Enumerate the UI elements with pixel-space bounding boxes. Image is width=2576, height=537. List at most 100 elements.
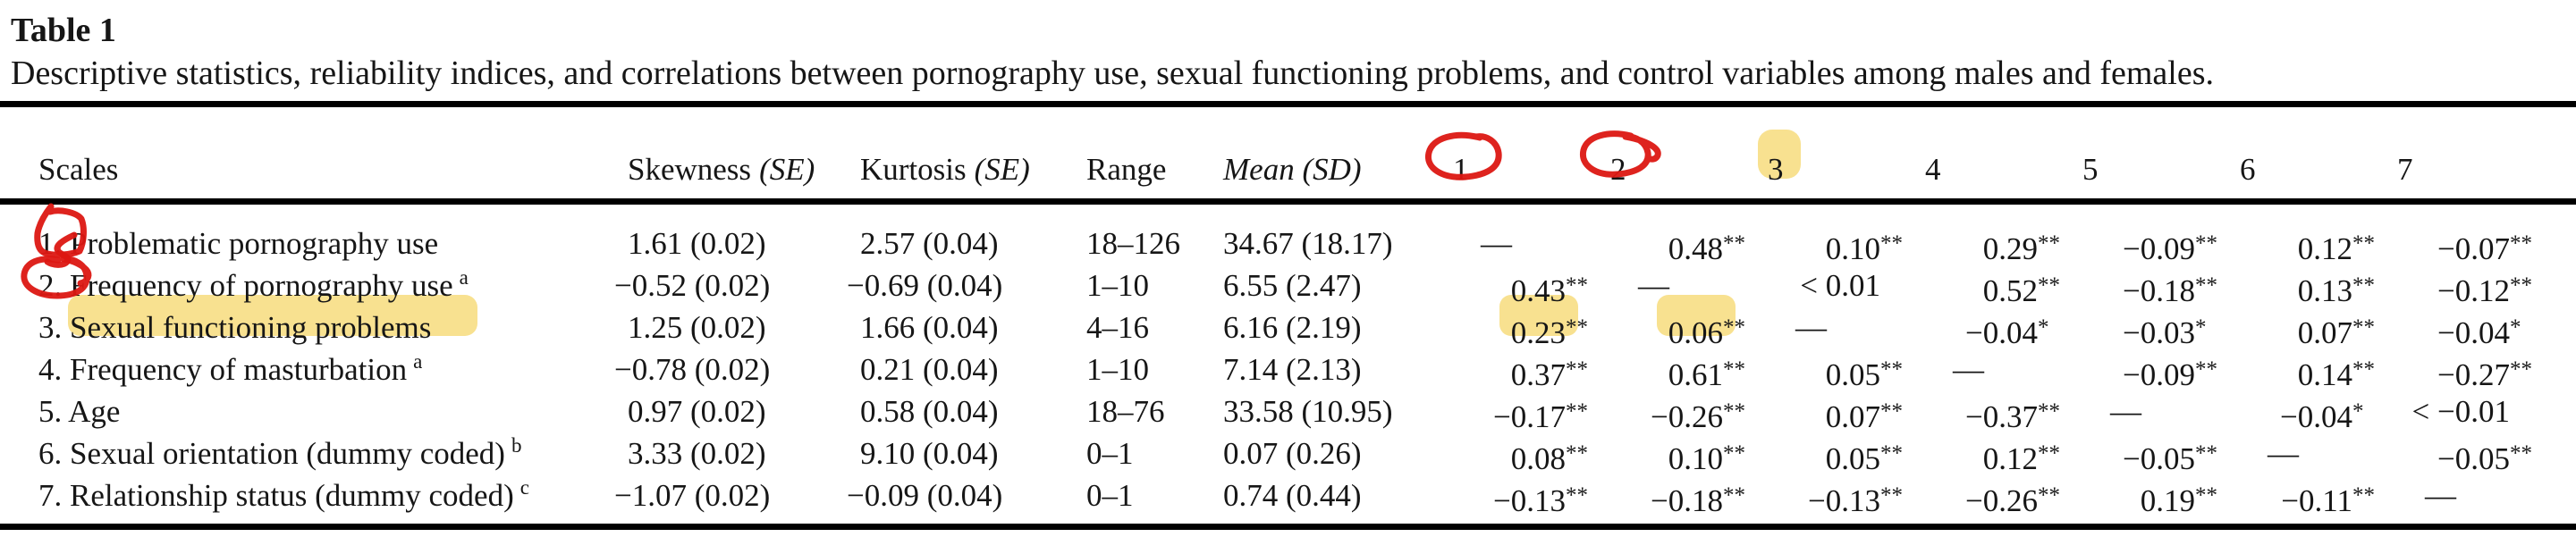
- footnote-marker: a: [459, 266, 469, 289]
- significance-stars: **: [2038, 483, 2060, 508]
- significance-stars: **: [2195, 273, 2217, 298]
- significance-stars: **: [2038, 441, 2060, 466]
- significance-stars: **: [2510, 441, 2532, 466]
- significance-stars: **: [1723, 399, 1745, 424]
- correlation-4: 0.52**: [1889, 264, 2060, 312]
- significance-stars: **: [1880, 399, 1903, 424]
- significance-stars: **: [1566, 483, 1588, 508]
- significance-stars: *: [2038, 315, 2049, 340]
- table-row: 6. Sexual orientation (dummy coded) b 3.3…: [0, 432, 2576, 476]
- significance-stars: **: [2510, 273, 2532, 298]
- table-row: 4. Frequency of masturbation a −0.78 (0.0…: [0, 348, 2576, 392]
- mean-sd-value: 7.14 (2.13): [1223, 352, 1362, 387]
- header-range: Range: [1086, 152, 1167, 187]
- significance-stars: **: [2352, 357, 2375, 382]
- significance-stars: **: [1723, 441, 1745, 466]
- correlation-6: 0.13**: [2204, 264, 2375, 312]
- correlation-5: −0.18**: [2047, 264, 2217, 312]
- mean-sd-value: 34.67 (18.17): [1223, 226, 1393, 261]
- table-title: Table 1: [11, 12, 116, 49]
- significance-stars: **: [2195, 357, 2217, 382]
- correlation-7: −0.05**: [2361, 432, 2532, 480]
- kurtosis-value: 0.21 (0.04): [860, 352, 999, 387]
- range-value: 1–10: [1086, 268, 1149, 303]
- mean-sd-value: 6.16 (2.19): [1223, 310, 1362, 345]
- significance-stars: **: [2352, 273, 2375, 298]
- scale-label: 3. Sexual functioning problems: [38, 310, 432, 345]
- correlation-2: −0.26**: [1575, 390, 1745, 438]
- mean-sd-value: 0.74 (0.44): [1223, 478, 1362, 513]
- table-subtitle: Descriptive statistics, reliability indi…: [11, 55, 2215, 92]
- header-corr-7: 7: [2397, 152, 2413, 187]
- range-value: 4–16: [1086, 310, 1149, 345]
- kurtosis-value: 9.10 (0.04): [860, 436, 999, 471]
- significance-stars: **: [1723, 483, 1745, 508]
- statistics-table: Scales Skewness (SE) Kurtosis (SE) Range M…: [0, 101, 2576, 530]
- correlation-6: −0.11**: [2204, 474, 2375, 522]
- correlation-2: 0.10**: [1575, 432, 1745, 480]
- table-row: 7. Relationship status (dummy coded) c −1…: [0, 474, 2576, 518]
- correlation-5: —: [2110, 394, 2141, 429]
- significance-stars: **: [1880, 357, 1903, 382]
- significance-stars: **: [1723, 357, 1745, 382]
- correlation-7: —: [2425, 478, 2456, 513]
- correlation-4: 0.29**: [1889, 222, 2060, 270]
- kurtosis-value: −0.69 (0.04): [847, 268, 1003, 303]
- correlation-3: 0.05**: [1732, 348, 1903, 396]
- mean-sd-value: 33.58 (10.95): [1223, 394, 1393, 429]
- skewness-value: −0.52 (0.02): [614, 268, 771, 303]
- significance-stars: **: [2038, 273, 2060, 298]
- scale-label: 2. Frequency of pornography use a: [38, 266, 469, 303]
- header-mean-sd: Mean (SD): [1223, 152, 1362, 187]
- correlation-6: −0.04*: [2204, 390, 2364, 438]
- correlation-7: < −0.01: [2411, 394, 2510, 429]
- correlation-1: 0.08**: [1417, 432, 1588, 480]
- correlation-7: −0.07**: [2361, 222, 2532, 270]
- scale-label: 7. Relationship status (dummy coded) c: [38, 476, 529, 513]
- kurtosis-value: −0.09 (0.04): [847, 478, 1003, 513]
- header-skewness: Skewness (SE): [628, 152, 815, 187]
- significance-stars: **: [1723, 231, 1745, 256]
- correlation-3: 0.07**: [1732, 390, 1903, 438]
- header-kurtosis: Kurtosis (SE): [860, 152, 1030, 187]
- correlation-2: −0.18**: [1575, 474, 1745, 522]
- table-header-row: Scales Skewness (SE) Kurtosis (SE) Range M…: [0, 107, 2576, 205]
- scale-label: 4. Frequency of masturbation a: [38, 350, 423, 387]
- significance-stars: **: [2352, 483, 2375, 508]
- significance-stars: **: [2195, 441, 2217, 466]
- skewness-value: 0.97 (0.02): [628, 394, 766, 429]
- header-corr-1: 1: [1453, 152, 1469, 187]
- correlation-2: 0.06**: [1575, 306, 1745, 354]
- significance-stars: *: [2352, 399, 2364, 424]
- skewness-value: −1.07 (0.02): [614, 478, 771, 513]
- footnote-marker: a: [413, 350, 423, 373]
- header-corr-5: 5: [2082, 152, 2099, 187]
- correlation-4: —: [1953, 352, 1984, 387]
- significance-stars: **: [2195, 231, 2217, 256]
- range-value: 18–76: [1086, 394, 1165, 429]
- correlation-1: 0.37**: [1417, 348, 1588, 396]
- header-corr-3: 3: [1768, 152, 1784, 187]
- significance-stars: *: [2510, 315, 2521, 340]
- significance-stars: **: [2195, 483, 2217, 508]
- skewness-value: 1.61 (0.02): [628, 226, 766, 261]
- significance-stars: **: [2510, 231, 2532, 256]
- correlation-5: −0.03*: [2047, 306, 2207, 354]
- correlation-2: —: [1638, 268, 1669, 303]
- correlation-1: −0.17**: [1417, 390, 1588, 438]
- correlation-7: −0.27**: [2361, 348, 2532, 396]
- correlation-3: 0.10**: [1732, 222, 1903, 270]
- correlation-3: < 0.01: [1800, 268, 1880, 303]
- skewness-value: 1.25 (0.02): [628, 310, 766, 345]
- kurtosis-value: 2.57 (0.04): [860, 226, 999, 261]
- significance-stars: **: [1566, 399, 1588, 424]
- correlation-6: —: [2268, 436, 2299, 471]
- range-value: 1–10: [1086, 352, 1149, 387]
- table-body: 1. Problematic pornography use 1.61 (0.0…: [0, 205, 2576, 524]
- correlation-5: −0.09**: [2047, 222, 2217, 270]
- correlation-3: 0.05**: [1732, 432, 1903, 480]
- correlation-1: −0.13**: [1417, 474, 1588, 522]
- scale-label: 6. Sexual orientation (dummy coded) b: [38, 434, 522, 471]
- significance-stars: **: [1880, 231, 1903, 256]
- header-corr-4: 4: [1925, 152, 1941, 187]
